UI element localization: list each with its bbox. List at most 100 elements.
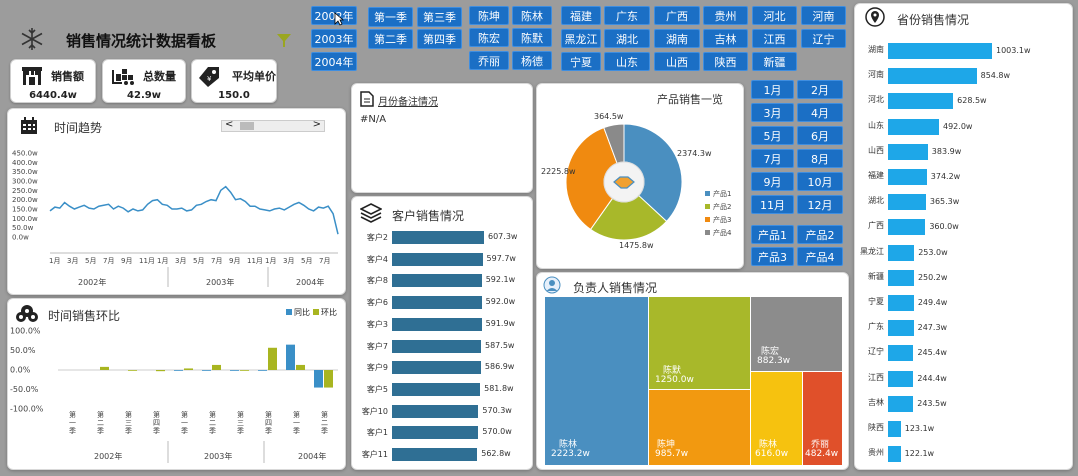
customer-bar[interactable] <box>392 231 484 244</box>
slicer-province[interactable]: 新疆 <box>752 52 797 71</box>
slicer-month[interactable]: 9月 <box>751 172 794 191</box>
province-bar[interactable] <box>888 269 914 286</box>
slicer-month[interactable]: 1月 <box>751 80 794 99</box>
slicer-manager[interactable]: 陈默 <box>512 28 552 47</box>
customer-bar[interactable] <box>392 296 482 310</box>
province-bar[interactable] <box>888 68 977 85</box>
slicer-province[interactable]: 宁夏 <box>561 52 601 71</box>
province-bar[interactable] <box>888 345 914 362</box>
province-value: 360.0w <box>929 222 959 232</box>
slicer-manager[interactable]: 乔丽 <box>469 51 509 70</box>
slicer-manager[interactable]: 杨德 <box>512 51 552 70</box>
customer-bar[interactable] <box>392 317 482 331</box>
province-bar[interactable] <box>888 295 914 311</box>
customer-bar[interactable] <box>392 404 479 418</box>
tile-value: 616.0w <box>755 449 789 459</box>
scroll-thumb[interactable] <box>240 122 254 130</box>
slicer-province[interactable]: 湖北 <box>604 29 650 48</box>
slicer-province[interactable]: 贵州 <box>703 6 748 25</box>
slicer-month[interactable]: 4月 <box>797 103 843 122</box>
slicer-product[interactable]: 产品4 <box>797 247 843 266</box>
scroll-left-icon[interactable]: < <box>225 119 234 130</box>
slicer-month[interactable]: 7月 <box>751 149 794 168</box>
slicer-month[interactable]: 10月 <box>797 172 843 191</box>
slicer-month[interactable]: 5月 <box>751 126 794 145</box>
notes-panel: 月份备注情况 #N/A <box>351 83 533 193</box>
slicer-product[interactable]: 产品3 <box>751 247 794 266</box>
pie-label: 2225.8w <box>541 167 576 176</box>
slicer-province[interactable]: 陕西 <box>703 52 748 71</box>
treemap-tile[interactable]: 陈坤 985.7w <box>649 390 750 465</box>
slicer-quarter-3[interactable]: 第三季 <box>417 7 462 27</box>
customer-value: 586.9w <box>484 362 515 372</box>
slicer-year-2003[interactable]: 2003年 <box>311 29 357 48</box>
province-bar[interactable] <box>888 395 914 412</box>
treemap: 陈林 2223.2w 陈默 1250.0w 陈坤 985.7w 陈宏 882.3… <box>545 297 842 465</box>
year-label: 2003年 <box>206 277 234 287</box>
customer-bar[interactable] <box>392 448 478 461</box>
treemap-tile[interactable]: 陈林 616.0w <box>751 372 802 465</box>
province-bar[interactable] <box>888 421 901 437</box>
scroll-right-icon[interactable]: > <box>312 119 321 130</box>
treemap-tile[interactable]: 乔丽 482.4w <box>803 372 842 465</box>
customer-bar[interactable] <box>392 339 481 353</box>
province-bar[interactable] <box>888 446 901 463</box>
slicer-province[interactable]: 河南 <box>801 6 846 25</box>
slicer-quarter-2[interactable]: 第二季 <box>368 29 413 49</box>
slicer-province[interactable]: 黑龙江 <box>561 29 601 48</box>
province-value: 854.8w <box>980 71 1011 81</box>
slicer-province[interactable]: 广西 <box>654 6 700 25</box>
province-bar[interactable] <box>888 320 914 337</box>
slicer-year-2002[interactable]: 2002年 <box>311 6 357 25</box>
slicer-manager[interactable]: 陈坤 <box>469 6 509 25</box>
province-bar[interactable] <box>888 93 954 110</box>
province-bar[interactable] <box>888 169 927 185</box>
province-bar[interactable] <box>888 194 926 211</box>
customer-bar[interactable] <box>392 274 482 288</box>
slicer-quarter-4[interactable]: 第四季 <box>417 29 462 49</box>
customer-value: 562.8w <box>481 449 511 458</box>
province-bar[interactable] <box>888 244 915 261</box>
slicer-month[interactable]: 12月 <box>797 195 843 214</box>
slicer-province[interactable]: 辽宁 <box>801 29 846 48</box>
slicer-product[interactable]: 产品2 <box>797 225 843 244</box>
slicer-province[interactable]: 福建 <box>561 6 601 25</box>
province-bar[interactable] <box>888 118 939 135</box>
slicer-manager[interactable]: 陈林 <box>512 6 552 25</box>
filter-icon[interactable] <box>276 32 292 48</box>
slicer-month[interactable]: 6月 <box>797 126 843 145</box>
customer-bar[interactable] <box>392 382 481 396</box>
slicer-province[interactable]: 河北 <box>752 6 797 25</box>
province-bar[interactable] <box>888 143 928 160</box>
slicer-province[interactable]: 广东 <box>604 6 650 25</box>
slicer-province[interactable]: 湖南 <box>654 29 700 48</box>
slicer-province[interactable]: 山东 <box>604 52 650 71</box>
customer-bar[interactable] <box>392 361 481 375</box>
slicer-province[interactable]: 山西 <box>654 52 700 71</box>
province-value: 122.1w <box>904 449 935 459</box>
slicer-year-2004[interactable]: 2004年 <box>311 52 357 71</box>
province-value: 383.9w <box>931 146 962 156</box>
slicer-province[interactable]: 江西 <box>752 29 797 48</box>
treemap-tile[interactable]: 陈默 1250.0w <box>649 297 750 389</box>
province-bar[interactable] <box>888 219 926 236</box>
slicer-month[interactable]: 2月 <box>797 80 843 99</box>
slicer-month[interactable]: 3月 <box>751 103 794 122</box>
slicer-province[interactable]: 吉林 <box>703 29 748 48</box>
province-bar[interactable] <box>888 43 992 59</box>
slicer-manager[interactable]: 陈宏 <box>469 28 509 47</box>
slicer-month[interactable]: 11月 <box>751 195 794 214</box>
x-tick-label: 第三季 <box>237 410 244 435</box>
province-label: 广西 <box>868 221 884 231</box>
treemap-tile[interactable]: 陈林 2223.2w <box>545 297 648 465</box>
price-tag-icon: ¥ <box>199 67 219 87</box>
slicer-quarter-1[interactable]: 第一季 <box>368 7 413 27</box>
customer-bar[interactable] <box>392 426 479 440</box>
slicer-month[interactable]: 8月 <box>797 149 843 168</box>
treemap-tile[interactable]: 陈宏 882.3w <box>751 297 842 371</box>
customer-bar[interactable] <box>392 252 483 266</box>
trend-scrollbar[interactable]: < > <box>221 119 325 132</box>
slicer-product[interactable]: 产品1 <box>751 225 794 244</box>
document-icon <box>360 91 374 107</box>
province-bar[interactable] <box>888 370 914 387</box>
